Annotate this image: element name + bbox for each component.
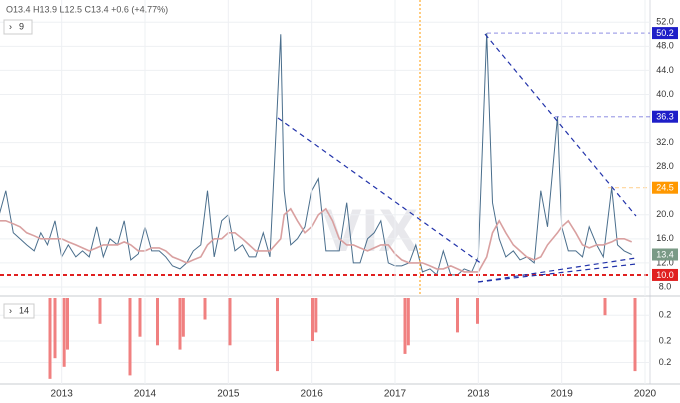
series-line bbox=[0, 33, 632, 276]
level-badge bbox=[652, 248, 678, 261]
bar bbox=[633, 298, 637, 372]
x-tick-label: 2014 bbox=[134, 389, 157, 400]
level-badge bbox=[652, 27, 678, 40]
bar bbox=[603, 298, 607, 316]
series-line bbox=[0, 207, 633, 273]
x-tick-label: 2017 bbox=[384, 389, 407, 400]
y-tick-label: 28.0 bbox=[656, 161, 674, 171]
x-tick-label: 2013 bbox=[51, 389, 74, 400]
plot bbox=[0, 0, 650, 384]
level-label: 50.2 bbox=[656, 28, 674, 38]
bar bbox=[228, 298, 232, 346]
bar bbox=[476, 298, 479, 324]
watermark: VIX bbox=[322, 197, 419, 264]
x-tick-label: 2015 bbox=[217, 389, 240, 400]
x-tick-label: 2020 bbox=[634, 389, 657, 400]
bar bbox=[314, 298, 318, 333]
period-label: 14 bbox=[19, 305, 29, 315]
y-tick-label: 32.0 bbox=[656, 137, 674, 147]
y-tick-label: 48.0 bbox=[656, 41, 674, 51]
x-tick-label: 2019 bbox=[551, 389, 574, 400]
bar bbox=[156, 298, 159, 346]
bar bbox=[403, 298, 407, 354]
legend-box[interactable] bbox=[3, 303, 35, 319]
y-tick-label: 52.0 bbox=[656, 17, 674, 27]
bar bbox=[276, 298, 279, 372]
bar bbox=[456, 298, 459, 333]
y-tick-label: 16.0 bbox=[656, 233, 674, 243]
y-tick-label: 0.2 bbox=[659, 357, 672, 367]
x-tick-label: 2018 bbox=[467, 389, 490, 400]
level-label: 13.4 bbox=[656, 249, 674, 259]
trend-line bbox=[277, 117, 483, 265]
chevron: › bbox=[9, 21, 12, 31]
bar bbox=[66, 298, 69, 350]
bar bbox=[128, 298, 132, 376]
level-label: 36.3 bbox=[656, 112, 674, 122]
bar bbox=[178, 298, 182, 350]
y-tick-label: 0.2 bbox=[659, 335, 672, 345]
legend-box[interactable] bbox=[3, 19, 33, 35]
y-tick-label: 44.0 bbox=[656, 65, 674, 75]
bar bbox=[138, 298, 142, 337]
y-tick-label: 20.0 bbox=[656, 209, 674, 219]
bar bbox=[98, 298, 102, 324]
ohlc-header: O13.4 H13.9 L12.5 C13.4 +0.6 (+4.77%) bbox=[6, 4, 168, 14]
bar bbox=[48, 298, 52, 379]
y-tick-label: 12.0 bbox=[656, 257, 674, 267]
period-label: 9 bbox=[19, 21, 24, 31]
level-label: 24.5 bbox=[656, 183, 674, 193]
bar bbox=[406, 298, 410, 346]
bar bbox=[311, 298, 314, 341]
y-tick-label: 40.0 bbox=[656, 89, 674, 99]
bar bbox=[53, 298, 57, 359]
bar bbox=[203, 298, 207, 320]
trend-line bbox=[484, 33, 637, 217]
level-badge bbox=[652, 268, 678, 281]
level-badge bbox=[652, 181, 678, 194]
y-tick-label: 0.2 bbox=[659, 310, 672, 320]
level-label: 10.0 bbox=[656, 270, 674, 280]
chevron: › bbox=[9, 305, 12, 315]
x-tick-label: 2016 bbox=[301, 389, 324, 400]
y-tick-label: 8.0 bbox=[659, 281, 672, 291]
bar bbox=[181, 298, 185, 337]
bar bbox=[62, 298, 66, 367]
level-badge bbox=[652, 110, 678, 123]
